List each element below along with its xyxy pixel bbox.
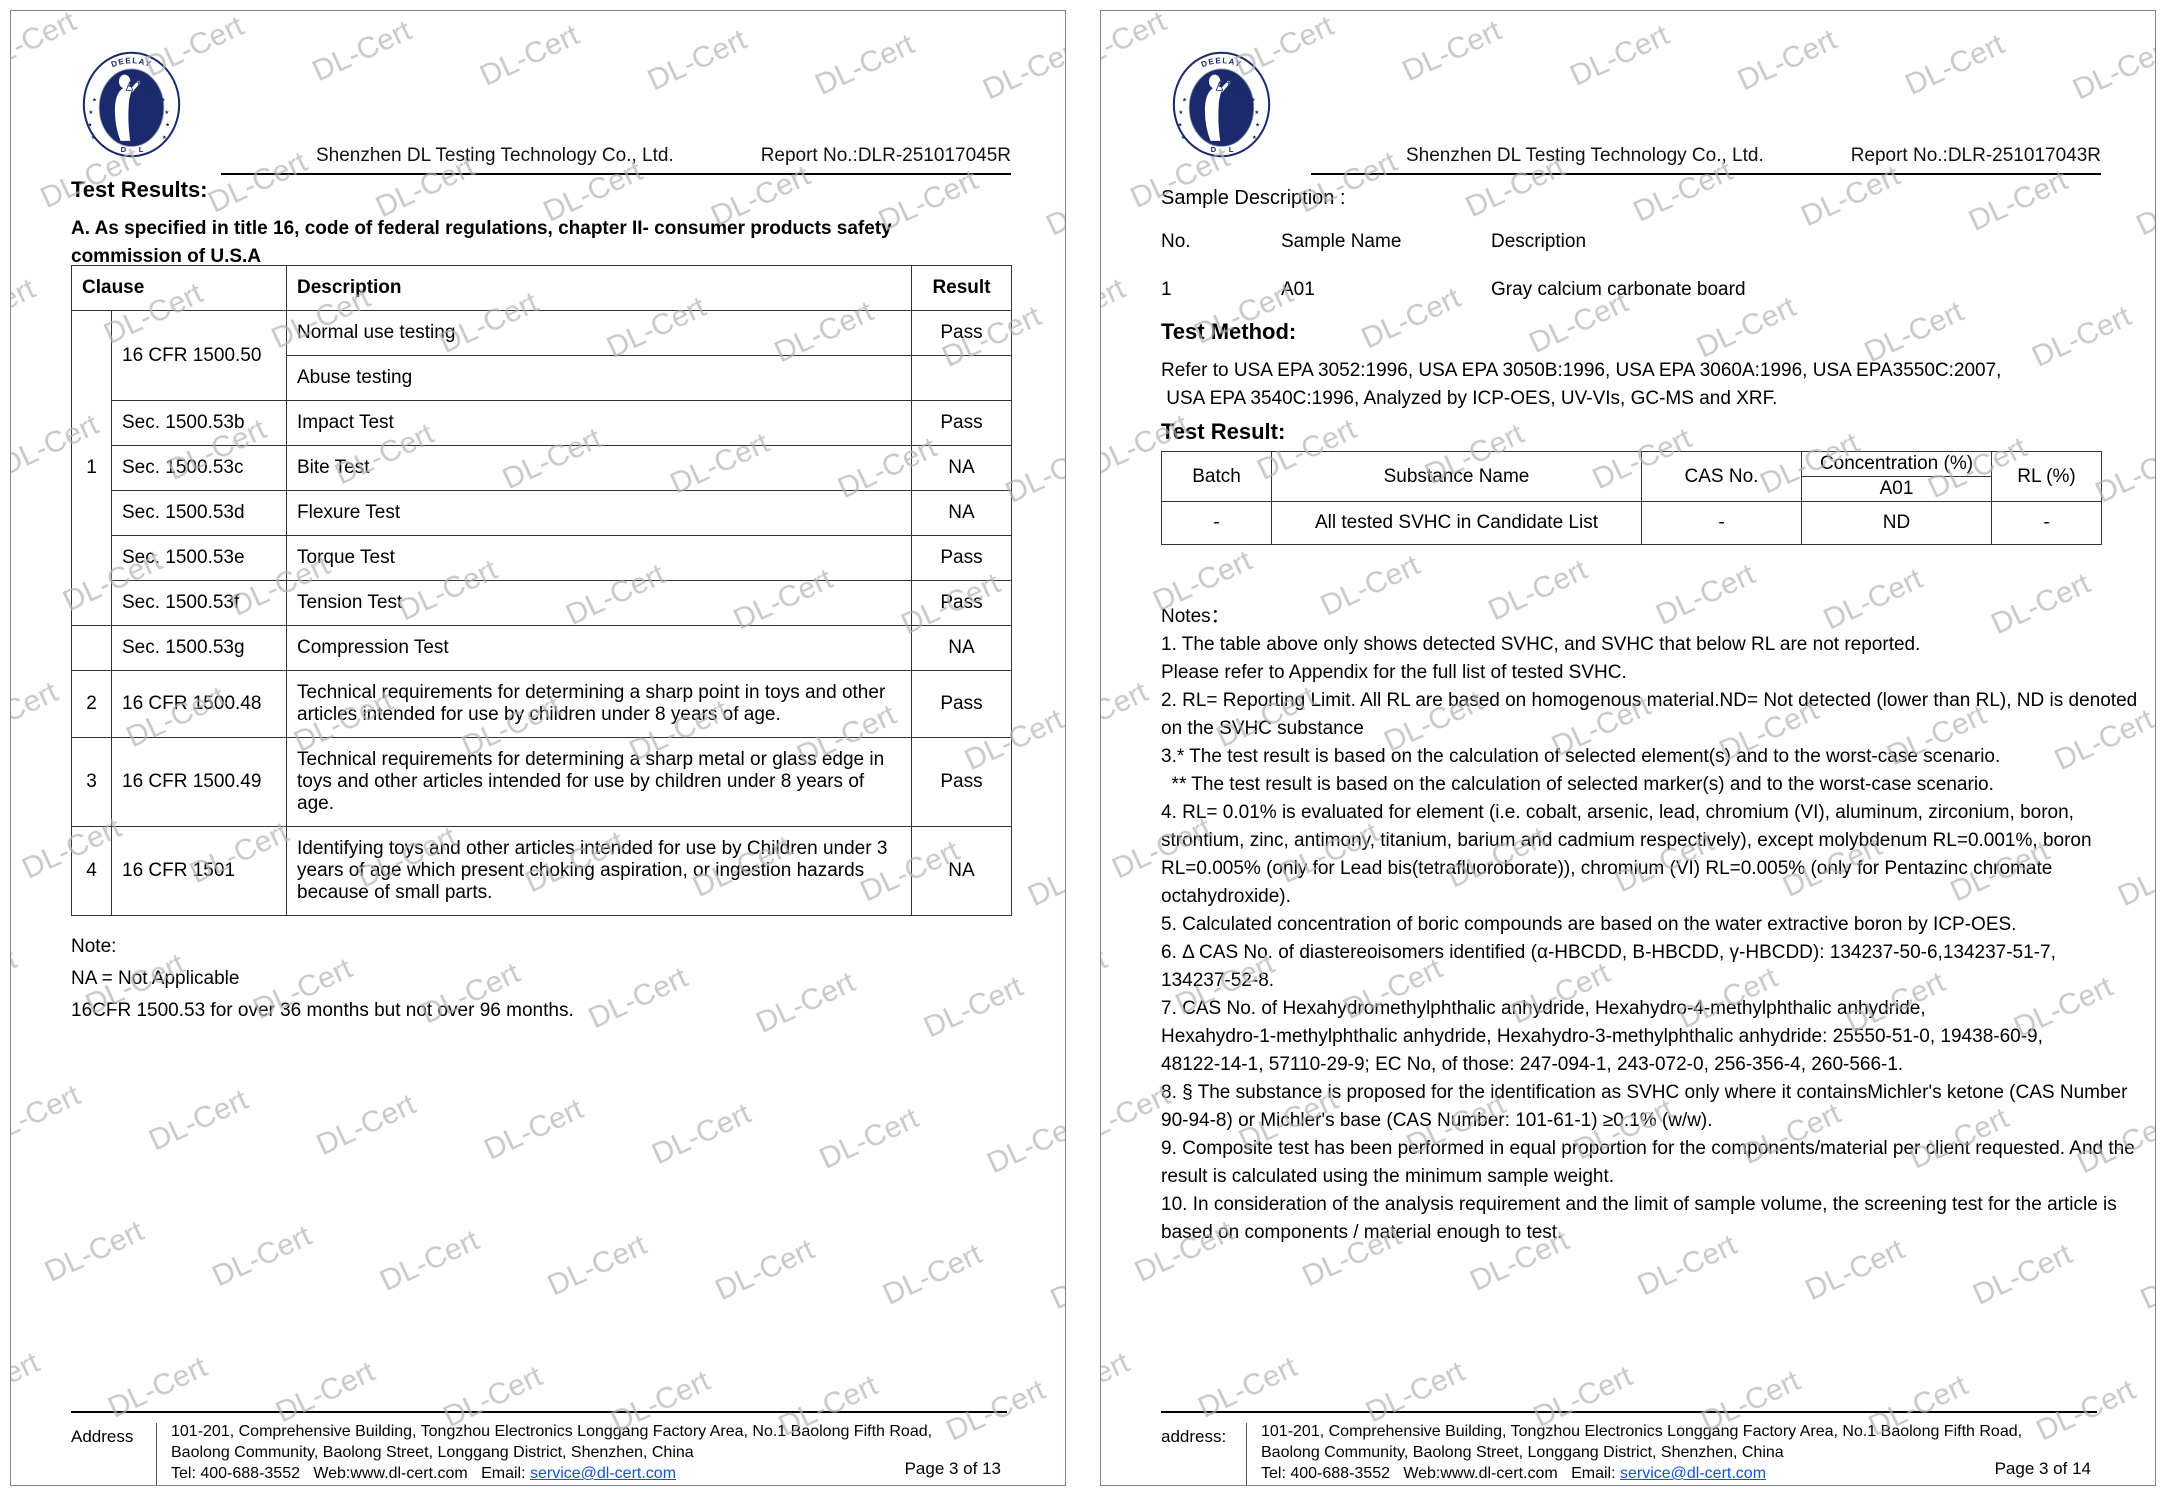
- svg-text:★: ★: [162, 135, 167, 141]
- svg-text:★: ★: [1178, 123, 1183, 129]
- svg-text:★: ★: [161, 98, 166, 104]
- svg-text:★: ★: [165, 123, 170, 129]
- svg-text:D: D: [121, 145, 127, 154]
- svg-text:★: ★: [92, 98, 97, 104]
- svg-text:DEELAY: DEELAY: [110, 56, 153, 69]
- svg-text:L: L: [1229, 145, 1234, 154]
- svg-text:★: ★: [1255, 123, 1260, 129]
- svg-text:L: L: [139, 145, 144, 154]
- svg-text:DEELAY: DEELAY: [1200, 56, 1243, 69]
- svg-text:★: ★: [1178, 110, 1183, 116]
- svg-text:★: ★: [1181, 135, 1186, 141]
- svg-text:★: ★: [1254, 110, 1259, 116]
- svg-text:★: ★: [88, 123, 93, 129]
- svg-text:★: ★: [1182, 98, 1187, 104]
- svg-text:★: ★: [88, 110, 93, 116]
- svg-text:★: ★: [1252, 135, 1257, 141]
- svg-text:D: D: [1211, 145, 1217, 154]
- svg-text:★: ★: [164, 110, 169, 116]
- svg-text:★: ★: [91, 135, 96, 141]
- svg-text:★: ★: [1251, 98, 1256, 104]
